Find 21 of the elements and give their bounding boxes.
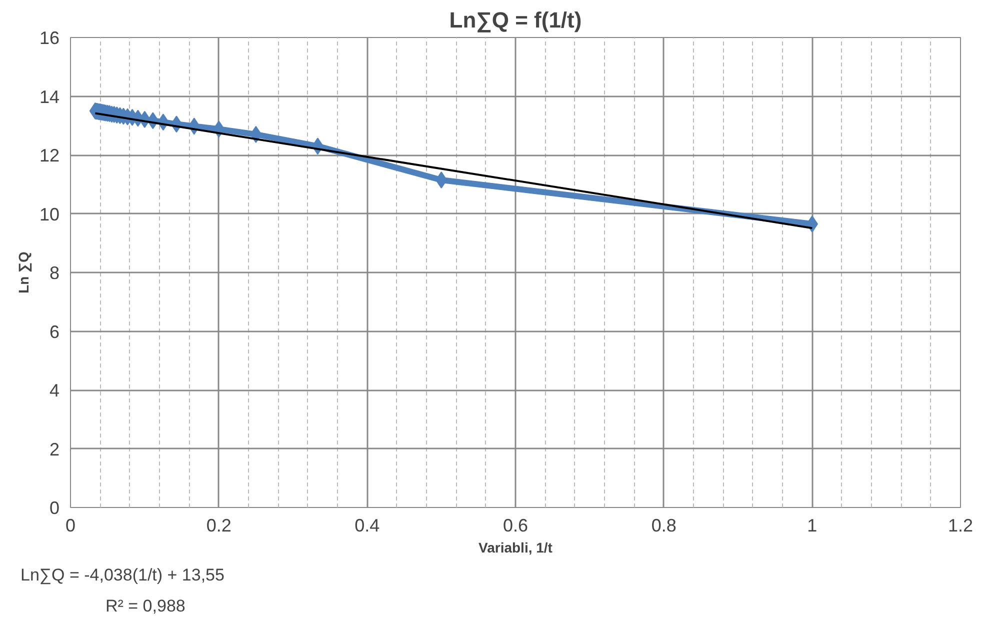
text: R² = 0,988 — [106, 596, 186, 616]
x-tick-label: 0.4 — [354, 516, 380, 536]
x-tick-label: 1.2 — [948, 516, 974, 536]
y-tick-label: 4 — [49, 380, 60, 400]
x-tick-label: 0.6 — [502, 516, 528, 536]
chart-title: Ln∑Q = f(1/t) — [449, 8, 582, 32]
y-tick-label: 14 — [39, 86, 60, 107]
y-tick-label: 10 — [39, 204, 60, 224]
y-tick-label: 12 — [39, 146, 60, 166]
x-axis-title: Variabli, 1/t — [478, 540, 553, 556]
y-tick-label: 0 — [49, 498, 60, 518]
y-tick-label: 2 — [49, 439, 60, 460]
x-tick-label: 0.8 — [651, 516, 676, 536]
y-axis-title: Ln ∑Q — [15, 251, 32, 294]
y-tick-label: 16 — [39, 28, 60, 48]
y-tick-label: 8 — [49, 263, 60, 283]
y-tick-label: 6 — [49, 322, 60, 342]
x-tick-label: 0.2 — [206, 516, 232, 536]
x-tick-label: 1 — [807, 516, 818, 536]
text: Ln∑Q = -4,038(1/t) + 13,55 — [20, 566, 224, 584]
x-tick-label: 0 — [65, 516, 76, 536]
